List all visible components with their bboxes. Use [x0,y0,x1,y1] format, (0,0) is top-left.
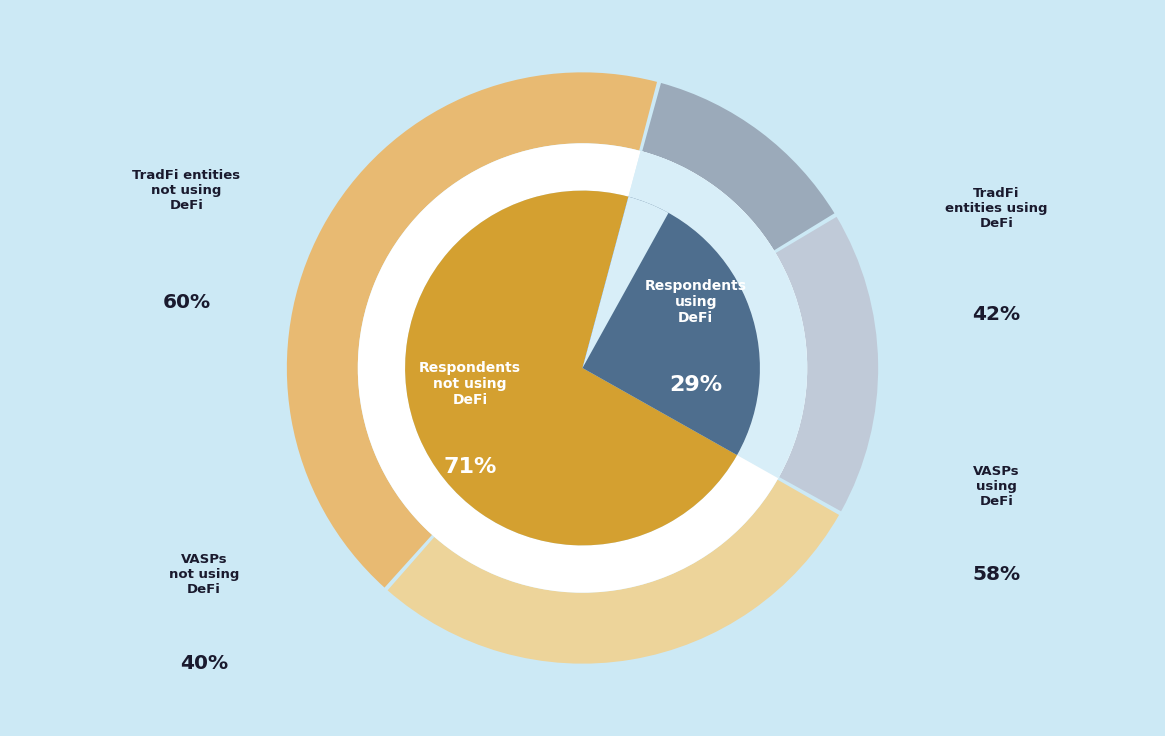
Text: VASPs
using
DeFi: VASPs using DeFi [973,464,1019,508]
Wedge shape [582,197,669,368]
Circle shape [287,72,878,664]
Wedge shape [287,72,657,587]
Wedge shape [358,144,807,592]
Wedge shape [405,191,737,545]
Text: TradFi entities
not using
DeFi: TradFi entities not using DeFi [133,169,240,212]
Text: 42%: 42% [973,305,1021,325]
Text: 29%: 29% [669,375,722,394]
Wedge shape [388,480,839,664]
Text: 40%: 40% [181,654,228,673]
Text: 58%: 58% [973,565,1021,584]
Text: 71%: 71% [443,457,496,477]
Text: TradFi
entities using
DeFi: TradFi entities using DeFi [945,187,1047,230]
Text: Respondents
not using
DeFi: Respondents not using DeFi [419,361,521,408]
Text: 60%: 60% [162,294,211,313]
Wedge shape [628,151,692,213]
Wedge shape [642,83,834,250]
Wedge shape [776,217,878,512]
Wedge shape [628,151,807,478]
Text: VASPs
not using
DeFi: VASPs not using DeFi [169,553,239,596]
Text: Respondents
using
DeFi: Respondents using DeFi [644,278,747,325]
Wedge shape [582,197,760,455]
